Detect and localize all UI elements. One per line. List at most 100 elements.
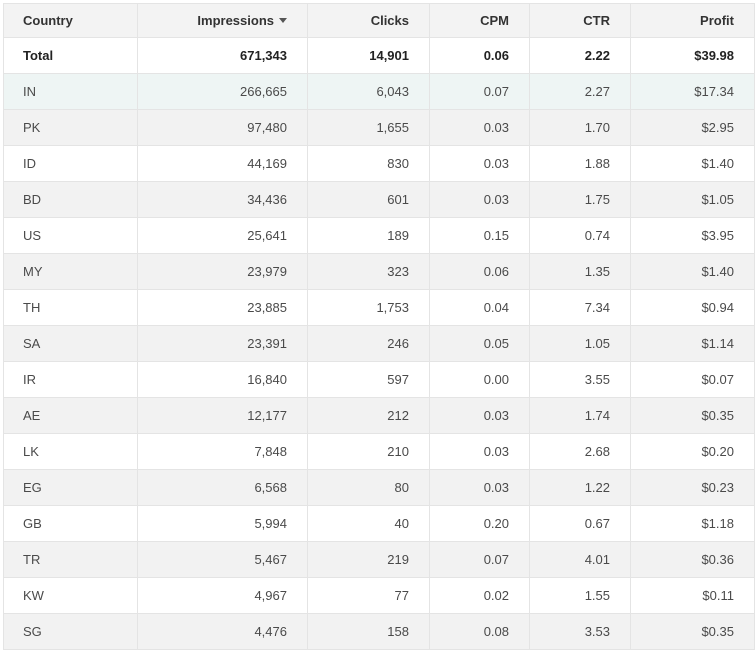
total-impressions-cell: 671,343 (137, 37, 308, 74)
impressions-cell: 16,840 (137, 361, 308, 398)
country-cell: EG (3, 469, 138, 506)
profit-cell: $0.07 (630, 361, 755, 398)
cpm-cell: 0.03 (429, 181, 530, 218)
clicks-cell: 1,753 (307, 289, 430, 326)
table-row[interactable]: IR 16,840 597 0.00 3.55 $0.07 (3, 361, 755, 398)
ctr-cell: 7.34 (529, 289, 631, 326)
impressions-cell: 6,568 (137, 469, 308, 506)
profit-cell: $2.95 (630, 109, 755, 146)
ctr-cell: 1.35 (529, 253, 631, 290)
ctr-cell: 2.68 (529, 433, 631, 470)
cpm-cell: 0.05 (429, 325, 530, 362)
column-header-impressions[interactable]: Impressions (137, 3, 308, 38)
column-header-clicks[interactable]: Clicks (307, 3, 430, 38)
country-cell: MY (3, 253, 138, 290)
impressions-cell: 12,177 (137, 397, 308, 434)
country-cell: IR (3, 361, 138, 398)
table-row[interactable]: TR 5,467 219 0.07 4.01 $0.36 (3, 541, 755, 578)
impressions-cell: 44,169 (137, 145, 308, 182)
table-row[interactable]: LK 7,848 210 0.03 2.68 $0.20 (3, 433, 755, 470)
profit-cell: $1.40 (630, 145, 755, 182)
country-cell: IN (3, 73, 138, 110)
cpm-cell: 0.06 (429, 253, 530, 290)
clicks-cell: 212 (307, 397, 430, 434)
column-header-ctr[interactable]: CTR (529, 3, 631, 38)
cpm-cell: 0.03 (429, 433, 530, 470)
table-row[interactable]: IN 266,665 6,043 0.07 2.27 $17.34 (3, 73, 755, 110)
clicks-cell: 6,043 (307, 73, 430, 110)
clicks-cell: 246 (307, 325, 430, 362)
clicks-cell: 323 (307, 253, 430, 290)
cpm-cell: 0.08 (429, 613, 530, 650)
ctr-cell: 1.88 (529, 145, 631, 182)
clicks-cell: 830 (307, 145, 430, 182)
impressions-cell: 97,480 (137, 109, 308, 146)
total-profit-cell: $39.98 (630, 37, 755, 74)
total-cpm-cell: 0.06 (429, 37, 530, 74)
clicks-cell: 210 (307, 433, 430, 470)
column-header-label: Country (23, 13, 73, 28)
country-cell: PK (3, 109, 138, 146)
column-header-label: Clicks (370, 13, 409, 28)
cpm-cell: 0.20 (429, 505, 530, 542)
impressions-cell: 34,436 (137, 181, 308, 218)
cpm-cell: 0.03 (429, 109, 530, 146)
table-row[interactable]: SG 4,476 158 0.08 3.53 $0.35 (3, 613, 755, 650)
cpm-cell: 0.15 (429, 217, 530, 254)
table-row[interactable]: SA 23,391 246 0.05 1.05 $1.14 (3, 325, 755, 362)
cpm-cell: 0.03 (429, 397, 530, 434)
cpm-cell: 0.02 (429, 577, 530, 614)
clicks-cell: 219 (307, 541, 430, 578)
cpm-cell: 0.03 (429, 469, 530, 506)
profit-cell: $0.94 (630, 289, 755, 326)
table-row[interactable]: BD 34,436 601 0.03 1.75 $1.05 (3, 181, 755, 218)
profit-cell: $0.35 (630, 397, 755, 434)
clicks-cell: 189 (307, 217, 430, 254)
ctr-cell: 3.55 (529, 361, 631, 398)
table-header: Country Impressions Clicks CPM CTR Profi… (3, 3, 755, 38)
column-header-profit[interactable]: Profit (630, 3, 755, 38)
profit-cell: $17.34 (630, 73, 755, 110)
table-row[interactable]: GB 5,994 40 0.20 0.67 $1.18 (3, 505, 755, 542)
ctr-cell: 0.74 (529, 217, 631, 254)
total-country-cell: Total (3, 37, 138, 74)
country-stats-table: Country Impressions Clicks CPM CTR Profi… (3, 3, 755, 650)
clicks-cell: 40 (307, 505, 430, 542)
clicks-cell: 601 (307, 181, 430, 218)
impressions-cell: 25,641 (137, 217, 308, 254)
profit-cell: $0.35 (630, 613, 755, 650)
total-ctr-cell: 2.22 (529, 37, 631, 74)
impressions-cell: 4,476 (137, 613, 308, 650)
table-row[interactable]: US 25,641 189 0.15 0.74 $3.95 (3, 217, 755, 254)
column-header-country[interactable]: Country (3, 3, 138, 38)
total-row: Total 671,343 14,901 0.06 2.22 $39.98 (3, 37, 755, 74)
table-row[interactable]: PK 97,480 1,655 0.03 1.70 $2.95 (3, 109, 755, 146)
table-row[interactable]: KW 4,967 77 0.02 1.55 $0.11 (3, 577, 755, 614)
cpm-cell: 0.07 (429, 541, 530, 578)
column-header-label: Profit (700, 13, 734, 28)
table-row[interactable]: ID 44,169 830 0.03 1.88 $1.40 (3, 145, 755, 182)
cpm-cell: 0.03 (429, 145, 530, 182)
country-cell: AE (3, 397, 138, 434)
ctr-cell: 1.22 (529, 469, 631, 506)
sort-descending-caret-icon (279, 18, 287, 24)
impressions-cell: 7,848 (137, 433, 308, 470)
clicks-cell: 158 (307, 613, 430, 650)
cpm-cell: 0.00 (429, 361, 530, 398)
ctr-cell: 1.70 (529, 109, 631, 146)
country-cell: SA (3, 325, 138, 362)
cpm-cell: 0.04 (429, 289, 530, 326)
clicks-cell: 80 (307, 469, 430, 506)
ctr-cell: 2.27 (529, 73, 631, 110)
clicks-cell: 597 (307, 361, 430, 398)
table-row[interactable]: MY 23,979 323 0.06 1.35 $1.40 (3, 253, 755, 290)
table-row[interactable]: AE 12,177 212 0.03 1.74 $0.35 (3, 397, 755, 434)
table-row[interactable]: EG 6,568 80 0.03 1.22 $0.23 (3, 469, 755, 506)
column-header-cpm[interactable]: CPM (429, 3, 530, 38)
table-row[interactable]: TH 23,885 1,753 0.04 7.34 $0.94 (3, 289, 755, 326)
country-cell: US (3, 217, 138, 254)
profit-cell: $0.20 (630, 433, 755, 470)
impressions-cell: 23,391 (137, 325, 308, 362)
country-cell: TH (3, 289, 138, 326)
